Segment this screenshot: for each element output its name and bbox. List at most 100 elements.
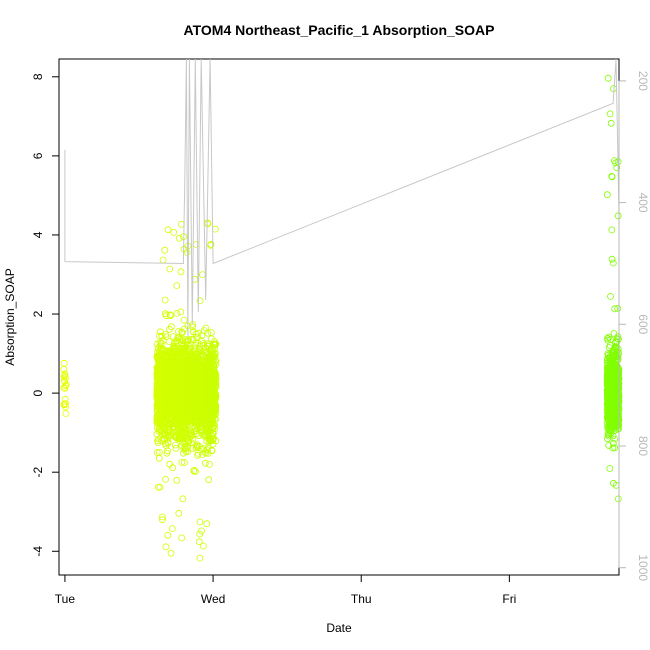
data-point	[192, 240, 200, 248]
y-axis-label: Absorption_SOAP	[3, 268, 17, 365]
data-point	[613, 335, 621, 343]
data-point	[611, 418, 619, 426]
data-point	[606, 465, 614, 472]
data-point	[609, 351, 616, 359]
data-point	[162, 475, 169, 483]
data-point	[604, 334, 611, 342]
data-point	[155, 448, 163, 456]
data-point	[182, 343, 190, 351]
data-point	[604, 398, 612, 406]
data-point	[185, 365, 193, 373]
data-point	[201, 384, 209, 392]
data-point	[198, 332, 206, 340]
data-point	[198, 425, 206, 433]
data-point	[189, 328, 197, 336]
data-point	[167, 312, 175, 320]
data-point	[176, 434, 184, 442]
data-point	[160, 361, 168, 369]
data-point	[195, 538, 203, 546]
data-point	[199, 542, 207, 550]
data-point	[187, 335, 195, 343]
data-point	[180, 445, 188, 453]
data-point	[193, 402, 201, 410]
data-point	[61, 384, 69, 392]
data-point	[60, 359, 68, 367]
data-point	[154, 389, 161, 397]
data-point	[201, 459, 209, 467]
data-point	[180, 350, 188, 358]
data-point	[611, 305, 619, 313]
data-point	[196, 361, 204, 369]
data-point	[169, 423, 177, 431]
data-point	[210, 341, 218, 349]
data-point	[156, 328, 164, 336]
data-point	[164, 447, 172, 455]
data-point	[605, 380, 613, 388]
data-point	[156, 343, 164, 351]
data-point	[189, 416, 197, 424]
data-point	[163, 403, 171, 411]
data-point	[162, 543, 170, 551]
data-point	[208, 372, 216, 380]
x-axis: Tue Wed Thu Fri	[55, 574, 516, 606]
data-point	[604, 381, 612, 389]
data-point	[62, 381, 70, 389]
data-point	[166, 265, 174, 273]
data-point	[158, 370, 165, 378]
data-point	[207, 240, 215, 248]
data-point	[611, 157, 618, 165]
data-point	[614, 376, 621, 384]
data-point	[157, 344, 165, 352]
data-point	[202, 324, 210, 332]
data-point	[174, 357, 182, 365]
x-tick-label: Thu	[351, 592, 372, 606]
data-point	[196, 423, 204, 431]
data-point	[176, 372, 184, 380]
data-point	[178, 458, 186, 466]
data-point	[196, 297, 204, 305]
data-point	[176, 416, 183, 424]
data-point	[610, 412, 618, 420]
data-point	[606, 413, 613, 421]
data-point	[613, 338, 621, 346]
data-point	[181, 429, 189, 437]
data-point	[603, 191, 611, 199]
data-point	[154, 362, 162, 370]
data-point	[159, 516, 166, 524]
data-point	[180, 416, 188, 424]
data-point	[164, 398, 171, 406]
data-point	[608, 255, 616, 263]
data-point	[165, 391, 173, 399]
data-point	[161, 440, 169, 448]
data-point	[181, 360, 189, 368]
data-point	[60, 377, 68, 384]
y-tick-label: 4	[31, 231, 45, 238]
y2-tick-label: 400	[636, 193, 650, 213]
data-point	[194, 451, 202, 459]
data-point	[163, 415, 171, 423]
data-point	[206, 437, 214, 445]
data-point	[61, 370, 69, 378]
data-point	[164, 361, 172, 368]
data-point	[610, 330, 618, 337]
data-point	[178, 329, 186, 337]
data-point	[606, 427, 614, 435]
data-point	[202, 376, 210, 384]
data-point	[164, 226, 172, 234]
data-point	[164, 367, 172, 375]
data-point	[181, 440, 189, 448]
data-point	[176, 387, 184, 395]
data-point	[613, 352, 621, 360]
data-point	[159, 406, 167, 413]
data-point	[190, 466, 198, 474]
data-point	[179, 495, 187, 503]
data-point	[608, 226, 616, 234]
data-point	[611, 346, 618, 354]
y-tick-label: 2	[31, 310, 45, 317]
data-point	[205, 476, 213, 484]
data-point	[203, 446, 211, 454]
data-point	[613, 362, 620, 369]
data-point	[607, 119, 615, 127]
data-point	[176, 345, 184, 353]
data-point	[200, 402, 208, 410]
